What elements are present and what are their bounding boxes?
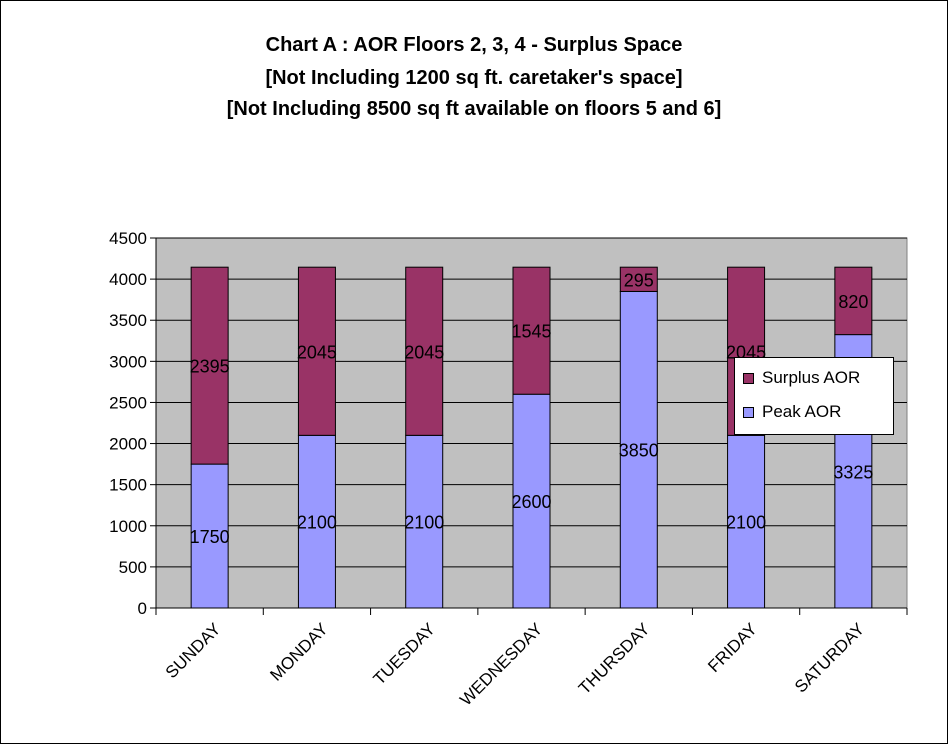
x-tick-label: SATURDAY [791, 619, 868, 696]
y-tick-label: 4500 [109, 229, 147, 248]
data-label: 3325 [833, 462, 873, 482]
x-tick-label: TUESDAY [370, 619, 439, 688]
bar-segment [190, 266, 229, 465]
x-tick-label: FRIDAY [704, 619, 761, 676]
y-tick-label: 1500 [109, 476, 147, 495]
bar-segment [619, 266, 658, 292]
data-label: 2600 [511, 492, 551, 512]
y-tick-label: 3000 [109, 352, 147, 371]
chart-title-line-2: [Not Including 1200 sq ft. caretaker's s… [265, 67, 683, 89]
x-tick-label: WEDNESDAY [456, 619, 546, 709]
legend-item-surplus-aor: Surplus AOR [743, 368, 860, 388]
bar-segment [512, 393, 551, 609]
legend-label-surplus-aor: Surplus AOR [762, 368, 861, 387]
bar-segment [834, 266, 873, 336]
bar-segment [190, 463, 229, 609]
chart-title-line-3: [Not Including 8500 sq ft available on f… [226, 98, 722, 120]
chart-title-line-1: Chart A : AOR Floors 2, 3, 4 - Surplus S… [265, 34, 683, 56]
legend-swatch-peak-aor [743, 406, 754, 418]
legend-item-peak-aor: Peak AOR [743, 402, 841, 422]
legend-label-peak-aor: Peak AOR [762, 402, 842, 421]
y-tick-label: 3500 [109, 311, 147, 330]
bar-segment [405, 266, 444, 436]
legend: Surplus AOR Peak AOR [734, 357, 894, 435]
y-tick-label: 0 [138, 599, 147, 618]
x-tick-label: THURSDAY [575, 619, 654, 698]
data-label: 1750 [190, 527, 230, 547]
bar-segment [405, 434, 444, 609]
data-label: 2045 [297, 342, 337, 362]
data-label: 1545 [511, 322, 551, 342]
y-tick-label: 1000 [109, 517, 147, 536]
data-label: 2395 [190, 357, 230, 377]
bar-segment [619, 290, 658, 609]
data-label: 2045 [404, 342, 444, 362]
y-tick-label: 2000 [109, 435, 147, 454]
y-tick-label: 500 [119, 558, 147, 577]
data-label: 820 [838, 292, 868, 312]
data-label: 2100 [726, 513, 766, 533]
x-tick-label: MONDAY [266, 619, 331, 684]
x-tick-label: SUNDAY [162, 619, 225, 682]
data-label: 2100 [404, 513, 444, 533]
y-tick-label: 4000 [109, 270, 147, 289]
data-labels: 1750 2395 2100 2045 2100 2045 2600 1545 3850 295 2… [190, 270, 874, 547]
data-label: 2100 [297, 513, 337, 533]
bar-segment [297, 434, 336, 609]
bar-segment [297, 266, 336, 436]
legend-swatch-surplus-aor [743, 372, 754, 384]
data-label: 3850 [619, 441, 659, 461]
y-tick-label: 2500 [109, 393, 147, 412]
bar-segment [512, 266, 551, 395]
data-label: 295 [624, 270, 654, 290]
